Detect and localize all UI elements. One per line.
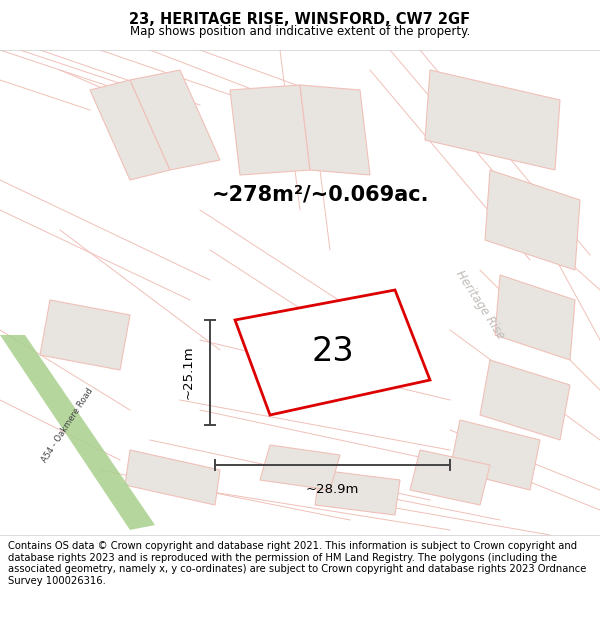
Text: 23: 23 — [311, 335, 354, 367]
Polygon shape — [90, 80, 170, 180]
Text: 23, HERITAGE RISE, WINSFORD, CW7 2GF: 23, HERITAGE RISE, WINSFORD, CW7 2GF — [130, 12, 470, 28]
Polygon shape — [125, 450, 220, 505]
Polygon shape — [450, 420, 540, 490]
Text: Map shows position and indicative extent of the property.: Map shows position and indicative extent… — [130, 24, 470, 38]
Polygon shape — [315, 470, 400, 515]
Polygon shape — [480, 360, 570, 440]
Polygon shape — [495, 275, 575, 360]
Text: Contains OS data © Crown copyright and database right 2021. This information is : Contains OS data © Crown copyright and d… — [8, 541, 586, 586]
Polygon shape — [300, 85, 370, 175]
Polygon shape — [130, 70, 220, 170]
Polygon shape — [0, 335, 155, 530]
Text: A54 - Oakmere Road: A54 - Oakmere Road — [41, 386, 95, 464]
Polygon shape — [425, 70, 560, 170]
Polygon shape — [485, 170, 580, 270]
Text: ~25.1m: ~25.1m — [182, 346, 194, 399]
Polygon shape — [260, 445, 340, 490]
Polygon shape — [230, 85, 310, 175]
Text: ~278m²/~0.069ac.: ~278m²/~0.069ac. — [211, 185, 429, 205]
Polygon shape — [410, 450, 490, 505]
Polygon shape — [235, 290, 430, 415]
Text: Heritage Rise: Heritage Rise — [453, 268, 507, 342]
Polygon shape — [40, 300, 130, 370]
Text: ~28.9m: ~28.9m — [306, 483, 359, 496]
